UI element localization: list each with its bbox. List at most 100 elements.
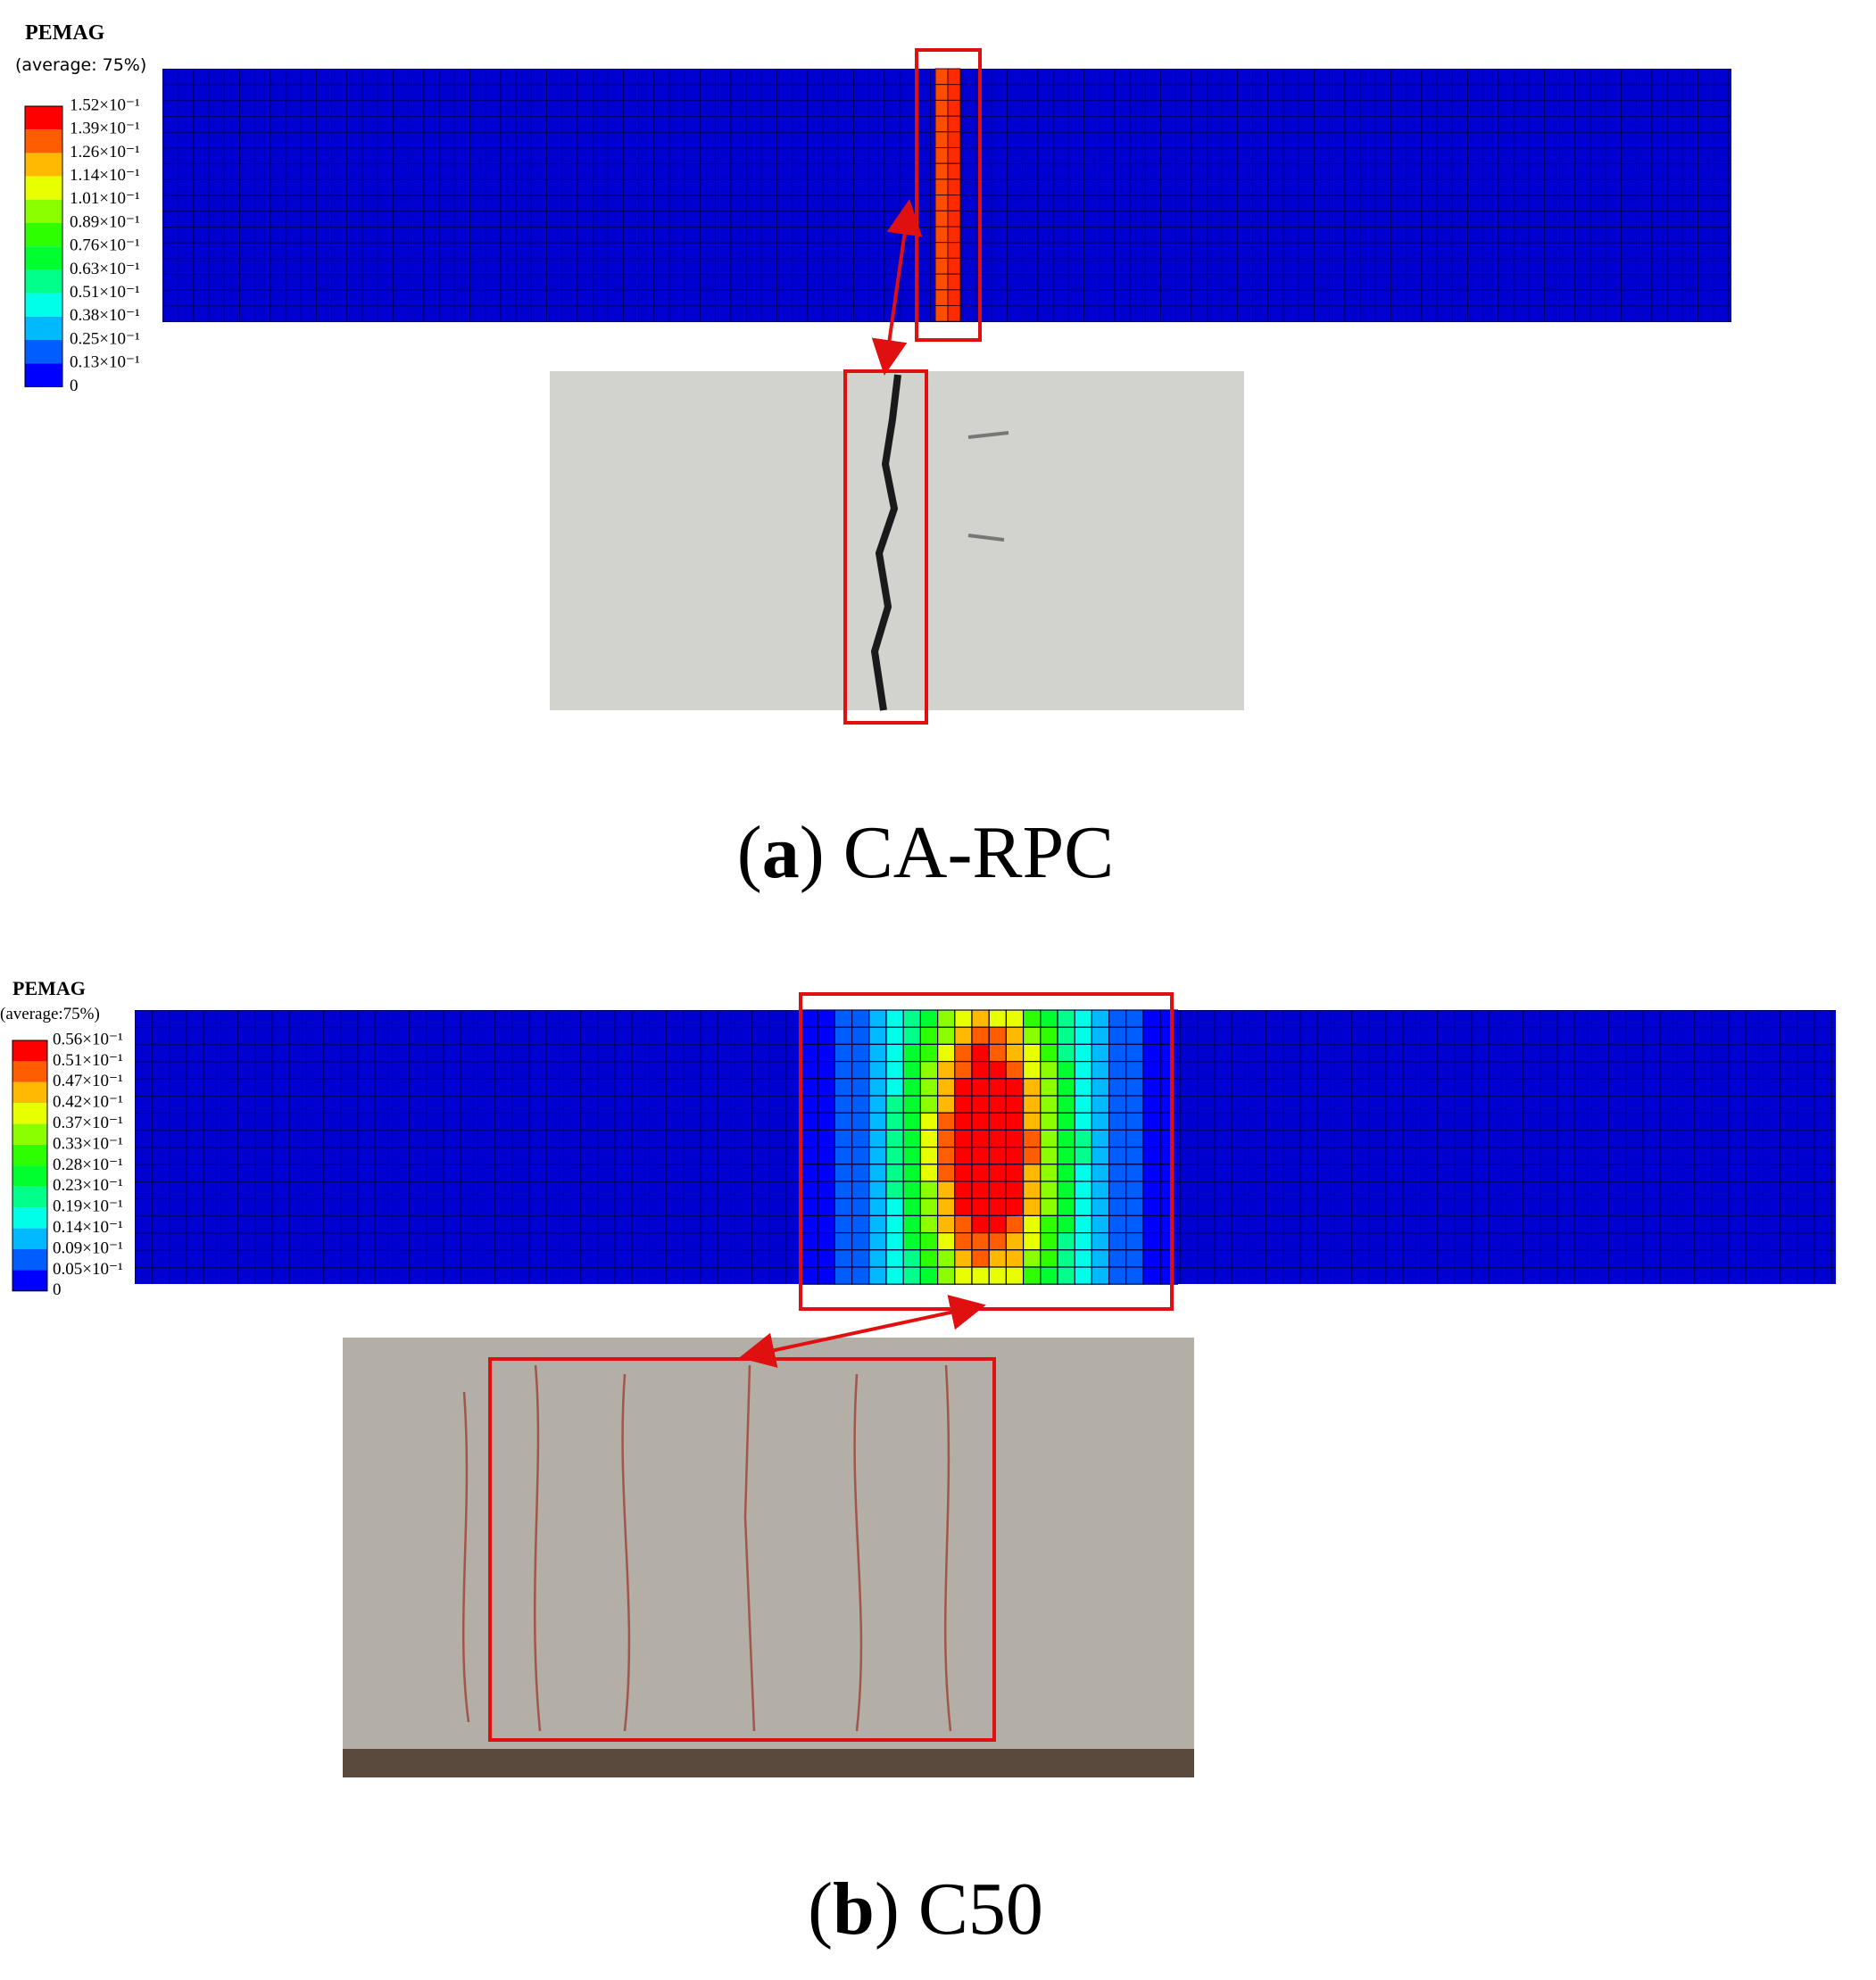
legend-label: 0.14×10⁻¹ (53, 1218, 123, 1237)
mesh-cell (1091, 1043, 1110, 1063)
mesh-cell (1108, 1214, 1127, 1234)
colorbar-band (25, 106, 62, 130)
mesh-cell (936, 1026, 956, 1045)
mesh-cell (1074, 1095, 1092, 1114)
mesh-cell (988, 1266, 1007, 1285)
mesh-cell (1005, 1231, 1025, 1251)
mesh-cell (885, 1112, 904, 1131)
colorbar-band (25, 340, 62, 364)
mesh-cell (1022, 1146, 1042, 1165)
mesh-cell (1108, 1181, 1127, 1199)
mesh-cell (1091, 1129, 1110, 1148)
mesh-cell (1040, 1181, 1058, 1199)
legend-label: 0.63×10⁻¹ (70, 260, 140, 278)
mesh-cell (1040, 1197, 1058, 1216)
mesh-cell (834, 1197, 853, 1216)
mesh-cell (919, 1181, 939, 1199)
colorbar-band (25, 223, 62, 247)
mesh-cell (885, 1181, 904, 1199)
mesh-cell (1108, 1231, 1127, 1251)
legend-label: 0.51×10⁻¹ (70, 283, 140, 302)
mesh-cell (851, 1078, 870, 1097)
mesh-cell (954, 1078, 973, 1097)
colorbar-band (25, 129, 62, 153)
mesh-cell (1022, 1164, 1042, 1182)
colorbar-band (12, 1207, 47, 1229)
mesh-cell (868, 1266, 887, 1285)
mesh-cell (1022, 1112, 1042, 1131)
mesh-cell (1040, 1026, 1058, 1045)
mesh-cell (1108, 1095, 1127, 1114)
mesh-cell (1142, 1164, 1161, 1182)
mesh-cell (1108, 1129, 1127, 1148)
mesh-cell (800, 1181, 818, 1199)
mesh-cell (1074, 1026, 1092, 1045)
mesh-cell (1074, 1214, 1092, 1234)
mesh-cell (934, 99, 949, 117)
mesh-cell (800, 1146, 818, 1165)
legend-label: 0.51×10⁻¹ (53, 1051, 123, 1070)
caption-letter: b (833, 1868, 875, 1951)
mesh-cell (936, 1146, 956, 1165)
mesh-cell (1074, 1266, 1092, 1285)
mesh-cell (988, 1112, 1007, 1131)
mesh-cell (934, 162, 949, 180)
mesh-cell (817, 1231, 836, 1251)
mesh-cell (947, 195, 961, 211)
mesh-cell (1040, 1266, 1058, 1285)
mesh-cell (934, 226, 949, 244)
mesh-cell (1040, 1249, 1058, 1268)
legend-label: 0.09×10⁻¹ (53, 1239, 123, 1257)
mesh-cell (1040, 1164, 1058, 1182)
mesh-cell (1005, 1026, 1025, 1045)
legend-label: 0.23×10⁻¹ (53, 1176, 123, 1195)
mesh-cell (1142, 1112, 1161, 1131)
mesh-cell (1125, 1112, 1144, 1131)
mesh-cell (1159, 1078, 1178, 1097)
mesh-cell (1005, 1129, 1025, 1148)
mesh-cell (885, 1009, 904, 1028)
mesh-cell (834, 1181, 853, 1199)
legend-label: 1.26×10⁻¹ (70, 143, 140, 162)
mesh-cell (988, 1164, 1007, 1182)
mesh-cell (954, 1266, 973, 1285)
legend-label: 1.39×10⁻¹ (70, 120, 140, 138)
mesh-cell (1125, 1026, 1144, 1045)
mesh-cell (800, 1266, 818, 1285)
mesh-cell (971, 1026, 990, 1045)
mesh-cell (936, 1249, 956, 1268)
mesh-cell (1005, 1164, 1025, 1182)
mesh-cell (817, 1164, 836, 1182)
mesh-cell (1005, 1249, 1025, 1268)
mesh-cell (902, 1164, 922, 1182)
mesh-cell (1057, 1095, 1075, 1114)
mesh-cell (1057, 1129, 1075, 1148)
mesh-cell (1074, 1112, 1092, 1131)
legend-label: 1.01×10⁻¹ (70, 189, 140, 208)
legend-label: 1.52×10⁻¹ (70, 95, 140, 114)
legend-label: 0.19×10⁻¹ (53, 1197, 123, 1216)
photo (550, 371, 1244, 711)
mesh-cell (971, 1112, 990, 1131)
mesh-cell (800, 1026, 818, 1045)
mesh-cell (971, 1249, 990, 1268)
mesh-cell (1040, 1078, 1058, 1097)
mesh-cell (834, 1249, 853, 1268)
mesh-cell (919, 1129, 939, 1148)
mesh-cell (1057, 1266, 1075, 1285)
colorbar-band (25, 246, 62, 270)
legend-label: 0 (53, 1280, 62, 1299)
legend-title: PEMAG (25, 21, 105, 45)
mesh-cell (988, 1197, 1007, 1216)
mesh-cell (1159, 1249, 1178, 1268)
mesh-cell (947, 178, 961, 196)
mesh-cell (800, 1043, 818, 1063)
mesh-cell (834, 1266, 853, 1285)
mesh-cell (988, 1060, 1007, 1080)
colorbar-band (25, 153, 62, 177)
mesh-cell (1159, 1060, 1178, 1080)
mesh-cell (902, 1197, 922, 1216)
mesh-cell (1125, 1129, 1144, 1148)
mesh-cell (834, 1009, 853, 1028)
